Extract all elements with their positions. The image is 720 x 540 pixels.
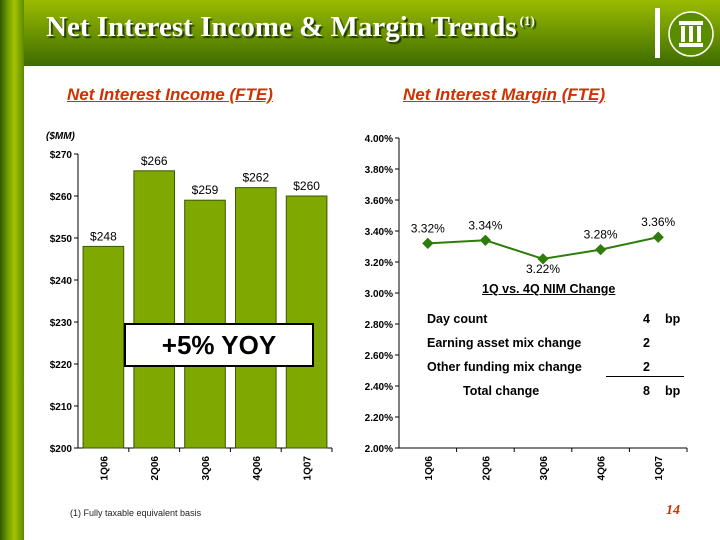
bar-data-label: $260	[293, 179, 320, 193]
data-point	[537, 253, 549, 265]
row-unit: bp	[665, 384, 681, 398]
y-tick-label: 3.00%	[365, 289, 393, 300]
y-tick-label: $250	[50, 234, 73, 245]
bar	[82, 245, 125, 449]
y-tick-label: 3.20%	[365, 258, 393, 269]
bar-data-label: $248	[90, 229, 117, 243]
y-tick-label: $270	[50, 150, 73, 161]
nim-table-title: 1Q vs. 4Q NIM Change	[482, 282, 616, 296]
y-tick-label: 2.40%	[365, 382, 393, 393]
row-label: Other funding mix change	[427, 360, 582, 374]
x-tick-label: 3Q06	[539, 456, 550, 481]
bar	[285, 195, 328, 449]
logo-divider	[655, 8, 660, 58]
y-tick-label: $260	[50, 192, 73, 203]
unit-label: ($MM)	[46, 131, 76, 142]
x-tick-label: 1Q06	[99, 456, 110, 481]
y-tick-label: 2.80%	[365, 320, 393, 331]
bar-data-label: $259	[192, 183, 219, 197]
bar-data-label: $266	[141, 154, 168, 168]
header-banner	[24, 0, 720, 66]
x-tick-label: 1Q07	[303, 456, 314, 481]
row-value: 4	[643, 312, 650, 326]
bar	[234, 187, 277, 449]
y-tick-label: $220	[50, 360, 73, 371]
x-tick-label: 2Q06	[481, 456, 492, 481]
y-tick-label: 3.80%	[365, 165, 393, 176]
row-value: 2	[643, 360, 650, 374]
page-title: Net Interest Income & Margin Trends (1)	[46, 11, 535, 43]
y-tick-label: $200	[50, 444, 73, 455]
x-tick-label: 3Q06	[201, 456, 212, 481]
y-tick-label: $230	[50, 318, 73, 329]
y-tick-label: $210	[50, 402, 73, 413]
row-value: 2	[643, 336, 650, 350]
x-tick-label: 1Q06	[424, 456, 435, 481]
point-data-label: 3.22%	[526, 262, 560, 276]
data-point	[594, 243, 607, 256]
bar	[133, 170, 176, 449]
nim-subtitle: Net Interest Margin (FTE)	[403, 85, 606, 104]
y-tick-label: 2.20%	[365, 413, 393, 424]
x-tick-label: 1Q07	[654, 456, 665, 481]
footnote: (1) Fully taxable equivalent basis	[70, 508, 202, 518]
point-data-label: 3.28%	[584, 228, 618, 242]
nii-subtitle: Net Interest Income (FTE)	[67, 85, 273, 104]
row-unit: bp	[665, 312, 681, 326]
data-point	[422, 237, 434, 250]
row-value: 8	[643, 384, 650, 398]
x-tick-label: 2Q06	[150, 456, 161, 481]
y-tick-label: 3.40%	[365, 227, 393, 238]
bar-data-label: $262	[242, 171, 269, 185]
bank-logo-icon	[668, 11, 714, 57]
data-point	[652, 231, 664, 243]
row-label: Day count	[427, 312, 488, 326]
sidebar-decoration	[0, 0, 24, 540]
point-data-label: 3.34%	[468, 218, 502, 232]
x-tick-label: 4Q06	[597, 456, 608, 481]
total-rule	[606, 376, 684, 377]
row-label: Earning asset mix change	[427, 336, 582, 350]
title-footnote-marker: (1)	[519, 13, 535, 29]
point-data-label: 3.32%	[411, 221, 445, 235]
data-point	[479, 234, 492, 246]
page-number: 14	[666, 503, 680, 518]
y-tick-label: $240	[50, 276, 73, 287]
row-label: Total change	[463, 384, 540, 398]
y-tick-label: 2.60%	[365, 351, 393, 362]
point-data-label: 3.36%	[641, 215, 675, 229]
y-tick-label: 2.00%	[365, 444, 393, 455]
x-tick-label: 4Q06	[252, 456, 263, 481]
y-tick-label: 4.00%	[365, 134, 393, 145]
yoy-callout: +5% YOY	[124, 323, 314, 367]
y-tick-label: 3.60%	[365, 196, 393, 207]
